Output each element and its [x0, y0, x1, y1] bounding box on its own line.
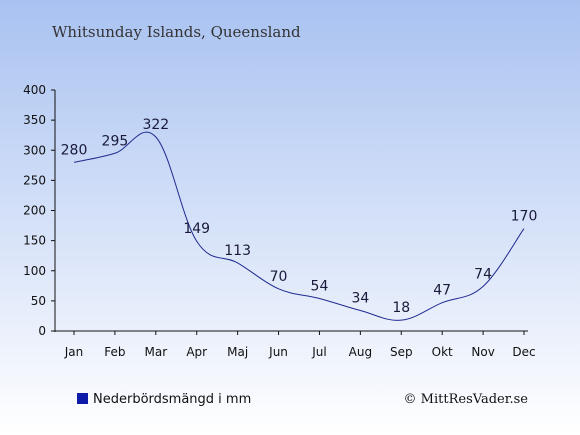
x-axis-ticks: Jan Feb Mar Apr Maj Jun Jul Aug Sep Okt Nov Dec — [64, 331, 536, 359]
series-line — [73, 131, 525, 321]
data-label: 74 — [474, 266, 492, 282]
y-tick-label: 400 — [23, 83, 46, 97]
y-tick-label: 250 — [23, 173, 46, 187]
x-tick-label: Okt — [432, 345, 453, 359]
data-label: 280 — [61, 142, 88, 158]
y-tick-label: 200 — [23, 204, 46, 218]
x-tick-label: Feb — [104, 345, 125, 359]
y-tick-label: 150 — [23, 234, 46, 248]
credit-text: © MittResVader.se — [404, 392, 529, 407]
data-label: 70 — [270, 269, 288, 285]
y-tick-label: 50 — [31, 294, 46, 308]
data-label: 149 — [183, 221, 210, 237]
data-label: 54 — [311, 278, 329, 294]
x-tick-label: Dec — [512, 345, 535, 359]
x-tick-label: Maj — [227, 345, 248, 359]
data-label: 47 — [433, 283, 451, 299]
data-label: 18 — [392, 300, 410, 316]
legend-swatch — [77, 393, 88, 404]
data-label: 322 — [142, 117, 169, 133]
y-tick-label: 0 — [38, 324, 46, 338]
data-labels: 280 295 322 149 113 70 54 34 18 47 74 170 — [61, 117, 538, 316]
y-tick-label: 100 — [23, 264, 46, 278]
x-tick-label: Nov — [471, 345, 494, 359]
data-label: 113 — [224, 243, 251, 259]
legend-label: Nederbördsmängd i mm — [93, 392, 251, 407]
y-tick-label: 350 — [23, 113, 46, 127]
chart-title: Whitsunday Islands, Queensland — [52, 23, 301, 41]
y-axis-ticks: 0 50 100 150 200 250 300 350 400 — [23, 83, 55, 338]
y-tick-label: 300 — [23, 143, 46, 157]
data-label: 170 — [511, 209, 538, 225]
x-tick-label: Jul — [311, 345, 326, 359]
x-tick-label: Mar — [144, 345, 167, 359]
x-tick-label: Jun — [268, 345, 288, 359]
x-tick-label: Apr — [186, 345, 207, 359]
x-tick-label: Jan — [64, 345, 84, 359]
data-label: 295 — [102, 133, 129, 149]
x-tick-label: Sep — [390, 345, 413, 359]
data-label: 34 — [351, 291, 369, 307]
x-tick-label: Aug — [349, 345, 372, 359]
